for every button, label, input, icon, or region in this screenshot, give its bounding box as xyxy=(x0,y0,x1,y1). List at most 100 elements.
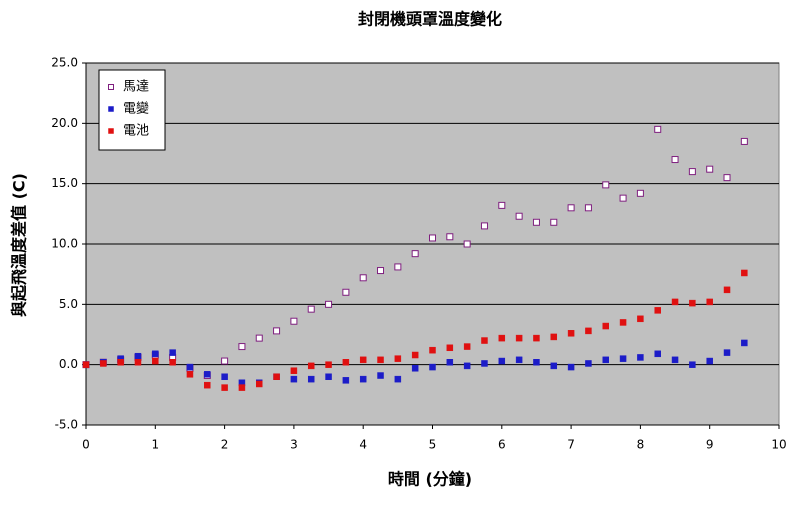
data-point xyxy=(377,267,385,275)
data-point xyxy=(463,240,471,248)
data-point xyxy=(325,300,333,308)
data-point xyxy=(429,363,436,371)
data-point xyxy=(498,334,506,342)
data-point xyxy=(498,201,506,209)
data-point xyxy=(619,355,627,362)
data-point xyxy=(706,165,714,173)
data-point xyxy=(689,361,696,368)
data-point xyxy=(741,269,748,277)
data-point xyxy=(204,371,211,378)
data-point xyxy=(723,349,731,356)
data-point xyxy=(515,334,523,342)
x-tick-label: 6 xyxy=(498,438,506,452)
y-axis-label: 與起飛溫度差值 (C) xyxy=(10,173,29,317)
data-point xyxy=(238,343,246,351)
data-point xyxy=(585,327,592,335)
data-point xyxy=(134,352,142,360)
data-point xyxy=(273,327,281,335)
data-point xyxy=(411,351,419,359)
data-point xyxy=(550,218,558,226)
x-tick-label: 5 xyxy=(429,438,437,452)
x-tick-label: 8 xyxy=(637,438,645,452)
x-tick-label: 2 xyxy=(221,438,229,452)
data-point xyxy=(740,137,748,145)
data-point xyxy=(550,362,558,370)
data-point xyxy=(134,359,142,366)
y-tick-label: 0.0 xyxy=(59,357,78,371)
data-point xyxy=(463,343,471,350)
data-point xyxy=(532,218,540,226)
y-tick-label: 15.0 xyxy=(51,176,78,190)
data-point xyxy=(689,299,696,307)
data-point xyxy=(637,315,644,323)
data-point xyxy=(515,212,523,220)
data-point xyxy=(100,360,107,367)
x-tick-label: 9 xyxy=(706,438,714,452)
data-point xyxy=(394,355,402,362)
data-point xyxy=(671,298,679,306)
data-point xyxy=(481,337,488,344)
data-point xyxy=(82,361,90,368)
data-point xyxy=(342,377,350,384)
data-point xyxy=(325,361,332,368)
data-point xyxy=(619,194,627,202)
data-point xyxy=(256,380,263,388)
legend-label: 電池 xyxy=(123,124,149,139)
x-tick-label: 3 xyxy=(290,438,298,452)
data-point xyxy=(637,354,644,361)
data-point xyxy=(117,359,124,366)
data-point xyxy=(636,189,644,197)
data-point xyxy=(723,286,731,294)
data-point xyxy=(706,357,713,365)
data-point xyxy=(221,384,228,391)
data-point xyxy=(533,334,540,342)
data-point xyxy=(481,360,488,367)
data-point xyxy=(186,363,194,371)
x-axis-label: 時間 (分鐘) xyxy=(388,470,472,489)
chart-title: 封閉機頭罩溫度變化 xyxy=(358,10,502,29)
data-point xyxy=(238,384,246,391)
data-point xyxy=(619,319,627,326)
data-point xyxy=(342,288,350,296)
data-point xyxy=(429,234,436,242)
data-point xyxy=(411,365,419,372)
data-point xyxy=(290,375,298,383)
legend-label: 馬達 xyxy=(123,80,149,95)
y-tick-label: 20.0 xyxy=(51,116,78,130)
data-point xyxy=(654,307,661,314)
data-point xyxy=(706,298,713,306)
x-tick-label: 4 xyxy=(359,438,367,452)
data-point xyxy=(741,339,748,347)
data-point xyxy=(359,375,367,383)
data-point xyxy=(654,125,662,133)
data-point xyxy=(602,322,609,330)
legend-marker xyxy=(108,106,114,112)
data-point xyxy=(723,174,731,182)
data-point xyxy=(463,362,471,370)
data-point xyxy=(429,346,436,354)
data-point xyxy=(480,222,488,230)
x-tick-label: 0 xyxy=(82,438,90,452)
data-point xyxy=(307,362,315,370)
data-point xyxy=(585,360,592,367)
data-point xyxy=(325,373,332,380)
x-tick-label: 1 xyxy=(151,438,159,452)
data-point xyxy=(567,330,575,337)
legend-marker xyxy=(108,128,114,134)
data-point xyxy=(550,333,558,341)
data-point xyxy=(515,356,523,364)
data-point xyxy=(654,350,661,358)
data-point xyxy=(204,381,211,389)
data-point xyxy=(671,156,679,164)
data-point xyxy=(688,168,696,176)
data-point xyxy=(169,349,176,356)
data-point xyxy=(377,372,384,379)
data-point xyxy=(307,305,315,313)
data-point xyxy=(584,204,592,212)
data-point xyxy=(394,375,402,383)
data-point xyxy=(359,274,367,282)
y-tick-label: 5.0 xyxy=(59,297,78,311)
y-tick-label: 10.0 xyxy=(51,237,78,251)
